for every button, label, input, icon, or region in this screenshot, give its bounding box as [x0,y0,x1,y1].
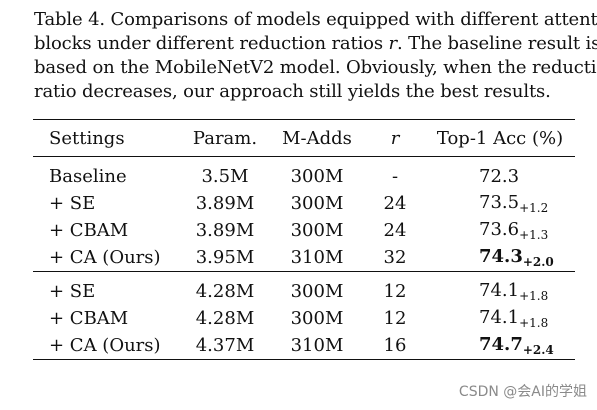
cell-settings: + SE [33,271,181,305]
acc-value-group: 74.3+2.0 [479,246,554,269]
acc-value-group: 72.3 [479,166,519,187]
cell-param: 3.89M [195,193,255,214]
caption-line-4: ratio decreases, our approach still yiel… [34,81,551,102]
acc-value: 73.5 [479,192,520,213]
cell-r: 16 [365,332,425,360]
acc-value-group: 73.6+1.3 [479,219,548,242]
table-group-1: Baseline 3.5M 300M -72.3 + SE 3.89M 300M 24 73.5… [33,156,575,272]
cell-param: 4.37M [181,332,269,360]
cell-settings: + CA (Ours) [49,247,161,268]
cell-r: 32 [383,247,407,268]
acc-delta: +2.0 [522,255,554,269]
cell-param: 3.5M [181,156,269,190]
header-param: Param. [181,119,269,157]
header-madds: M-Adds [269,119,365,157]
acc-delta: +1.8 [519,289,549,303]
table-header: Settings Param. M-Adds r Top-1 Acc (%) [33,119,575,157]
table-row: + SE 3.89M 300M 24 73.5+1.2 [33,190,575,217]
cell-r: 24 [383,193,407,214]
acc-value-group: 74.1+1.8 [479,280,548,303]
cell-acc: 72.3 [425,156,575,190]
cell-param: 4.28M [195,308,255,329]
cell-r: - [365,156,425,190]
cell-settings: + CBAM [49,308,129,329]
cell-settings: + CBAM [49,220,129,241]
table-row: Baseline 3.5M 300M - 72.3 [33,156,575,190]
caption-line-1: Table 4. Comparisons of models equipped … [34,9,597,30]
cell-acc: 74.7+2.4 [425,332,575,360]
acc-value: 74.1 [479,280,520,301]
cell-param: 4.28M [181,271,269,305]
cell-madds: 300M [290,308,344,329]
table-caption: Table 4. Comparisons of models equipped … [34,8,597,104]
acc-delta: +1.3 [519,228,549,242]
cell-acc: 74.3+2.0 [425,244,575,272]
table-row: + CBAM 3.89M 300M 24 73.6+1.3 [33,217,575,244]
cell-madds: 310M [290,247,344,268]
cell-acc: 73.6+1.3 [425,217,575,244]
header-acc: Top-1 Acc (%) [425,119,575,157]
acc-value: 74.7 [479,334,523,355]
acc-value-group: 73.5+1.2 [479,192,548,215]
caption-line-3: based on the MobileNetV2 model. Obviousl… [34,57,597,78]
acc-delta: +1.8 [519,316,549,330]
cell-madds: 300M [290,220,344,241]
acc-value-group: 74.7+2.4 [479,334,554,357]
cell-r: 24 [383,220,407,241]
cell-param: 3.95M [195,247,255,268]
acc-value: 72.3 [479,166,520,187]
table-row: + CBAM 4.28M 300M 12 74.1+1.8 [33,305,575,332]
cell-settings: Baseline [33,156,181,190]
acc-value-group: 74.1+1.8 [479,307,548,330]
cell-madds: 300M [290,193,344,214]
results-table: Settings Param. M-Adds r Top-1 Acc (%) B… [33,119,575,360]
cell-madds: 300M [269,271,365,305]
cell-acc: 74.1+1.8 [425,271,575,305]
acc-delta: +1.2 [519,201,549,215]
table-row: + CA (Ours) 4.37M 310M 16 74.7+2.4 [33,332,575,360]
caption-line-2-pre: blocks under different reduction ratios [34,33,389,54]
table-group-2: + SE 4.28M 300M 12 74.1+1.8 + CBAM 4.28M 300M 12… [33,271,575,360]
cell-settings: + CA (Ours) [33,332,181,360]
watermark: CSDN @会AI的学姐 [458,384,587,400]
table-row: + CA (Ours) 3.95M 310M 32 74.3+2.0 [33,244,575,272]
cell-acc: 74.1+1.8 [425,305,575,332]
caption-line-2: blocks under different reduction ratios … [34,32,597,56]
acc-value: 73.6 [479,219,520,240]
cell-madds: 300M [269,156,365,190]
caption-line-2-post: . The baseline result is [397,33,597,54]
cell-r: 12 [365,271,425,305]
acc-delta: +2.4 [522,343,554,357]
cell-madds: 310M [269,332,365,360]
header-r: r [365,119,425,157]
cell-r: 12 [383,308,407,329]
acc-value: 74.3 [479,246,523,267]
cell-settings: + SE [49,193,96,214]
header-row: Settings Param. M-Adds r Top-1 Acc (%) [33,119,575,157]
acc-value: 74.1 [479,307,520,328]
header-settings: Settings [33,119,181,157]
table-row: + SE 4.28M 300M 12 74.1+1.8 [33,271,575,305]
cell-param: 3.89M [195,220,255,241]
cell-acc: 73.5+1.2 [425,190,575,217]
caption-variable-r: r [388,33,398,54]
